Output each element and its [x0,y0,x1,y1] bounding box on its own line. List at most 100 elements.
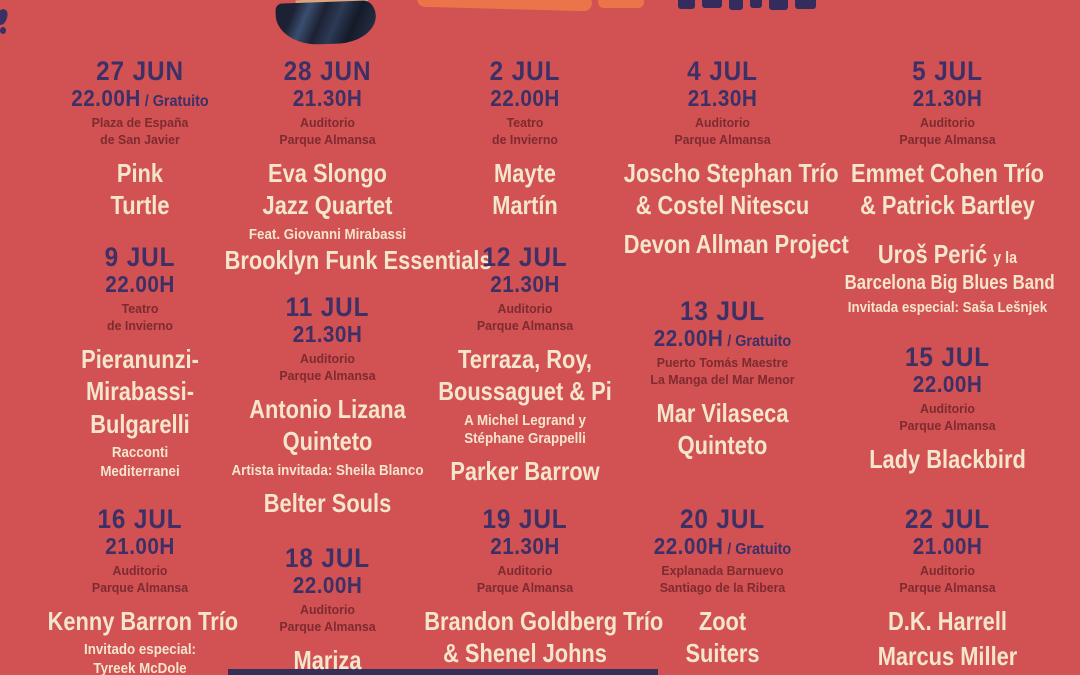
artist-name: & Costel Nitescu [635,190,810,221]
event-time: 22.00H [490,85,560,112]
artist-note: Artista invitada: Sheila Blanco [231,462,424,479]
venue-line: de San Javier [100,131,180,147]
artist-name: Joscho Stephan Trío [623,157,839,188]
lineup-column-1: 27 JUN 22.00H / Gratuito Plaza de España… [30,0,250,675]
artist-devon-allman-project: Devon Allman Project [605,228,849,261]
artist-name: Pieranunzi- [81,343,199,374]
event-time: 21.30H [292,321,363,348]
venue-line: Auditorio [300,115,355,131]
event-time-row: 21.30H [417,535,633,558]
venue-line: Auditorio [497,301,553,317]
lineup-column-5: 5 JUL 21.30H Auditorio Parque Almansa Em… [825,0,1070,675]
artist-uros-peric-big-blues-band: Uroš Perić y la Barcelona Big Blues Band… [825,238,1070,317]
artist-name: Bulgarelli [90,408,190,439]
artist-parker-barrow: Parker Barrow [405,455,645,488]
event-time: 21.30H [687,85,758,112]
artist-name: Brandon Goldberg Trío [424,605,664,636]
artist-name: Lady Blackbird [869,443,1026,474]
event-venue: Auditorio Parque Almansa [411,301,639,334]
event-time: 21.30H [292,85,363,112]
lineup-column-4: 4 JUL 21.30H Auditorio Parque Almansa Jo… [605,0,849,675]
artist-name-suffix: y la [993,248,1018,267]
venue-line: Explanada Barnuevo [661,563,784,579]
event-time: 22.00H [912,371,983,398]
event-venue: Auditorio Parque Almansa [831,401,1064,434]
venue-line: Parque Almansa [91,579,189,595]
venue-line: La Manga del Mar Menor [650,371,795,387]
event-venue: Auditorio Parque Almansa [211,351,444,384]
event-time-row: 22.00H / Gratuito [617,535,829,558]
venue-line: Auditorio [920,563,975,579]
artist-name: Belter Souls [263,488,392,518]
event-time-row: 22.00H / Gratuito [617,327,829,350]
event-4-jul: 4 JUL 21.30H Auditorio Parque Almansa Jo… [605,57,840,222]
venue-line: Parque Almansa [899,131,996,147]
event-time-row: 22.00H [837,373,1058,396]
event-13-jul: 13 JUL 22.00H / Gratuito Puerto Tomás Ma… [605,297,840,462]
artist-name: Turtle [110,190,170,221]
event-time-row: 22.00H [417,87,633,110]
event-date: 4 JUL [687,56,758,86]
event-12-jul: 12 JUL 21.30H Auditorio Parque Almansa T… [405,243,645,449]
event-venue: Plaza de España de San Javier [36,115,245,148]
artist-marcus-miller: Marcus Miller [825,640,1070,673]
event-venue: Auditorio Parque Almansa [211,602,444,635]
artist-note: Invitado especial: [84,642,196,659]
artist-name: Terraza, Roy, [458,343,592,374]
event-venue: Auditorio Parque Almansa [831,115,1064,148]
event-date: 18 JUL [284,543,371,573]
event-date: 16 JUL [97,504,183,534]
artist-note: Invitada especial: Saša Lešnjek [847,299,1048,316]
event-time: 21.30H [490,533,560,560]
event-20-jul: 20 JUL 22.00H / Gratuito Explanada Barnu… [605,505,840,670]
artist-name: Brooklyn Funk Essentials [224,245,492,275]
event-date: 20 JUL [679,504,766,534]
event-time: 21.30H [490,271,560,298]
event-venue: Explanada Barnuevo Santiago de la Ribera [611,563,834,596]
logo-letter-cutoff [729,0,743,10]
venue-line: Parque Almansa [279,367,376,383]
event-venue: Auditorio Parque Almansa [831,563,1064,596]
artist-name: & Shenel Johns [443,638,607,669]
artist-brooklyn-funk-essentials: Brooklyn Funk Essentials [205,244,492,277]
venue-line: Puerto Tomás Maestre [656,355,789,371]
artist-name: Zoot [698,605,747,636]
venue-line: Teatro [506,115,544,131]
event-date: 2 JUL [489,56,561,86]
event-time-row: 21.00H [41,535,239,558]
event-5-jul: 5 JUL 21.30H Auditorio Parque Almansa Em… [825,57,1070,222]
event-venue: Auditorio Parque Almansa [211,115,444,148]
lineup-column-2: 28 JUN 21.30H Auditorio Parque Almansa E… [205,0,492,675]
event-11-jul: 11 JUL 21.30H Auditorio Parque Almansa A… [205,293,450,480]
event-date: 13 JUL [679,296,766,326]
venue-line: Parque Almansa [279,618,376,634]
gratuito-label: / Gratuito [144,93,209,111]
event-venue: Teatro de Invierno [411,115,639,148]
event-date: 5 JUL [912,56,983,86]
venue-line: Parque Almansa [476,579,574,595]
event-16-jul: 16 JUL 21.00H Auditorio Parque Almansa K… [30,505,250,675]
venue-line: de Invierno [492,131,558,147]
event-27-jun: 27 JUN 22.00H / Gratuito Plaza de España… [30,57,250,222]
event-date: 11 JUL [285,292,370,322]
artist-name: Boussaguet & Pi [438,376,612,407]
event-22-jul: 22 JUL 21.00H Auditorio Parque Almansa D… [825,505,1070,637]
artist-name: Emmet Cohen Trío [851,157,1044,188]
logo-letter-cutoff [795,0,816,9]
event-time-row: 22.00H [41,273,239,296]
event-19-jul: 19 JUL 21.30H Auditorio Parque Almansa B… [405,504,664,670]
event-2-jul: 2 JUL 22.00H Teatro de Invierno Mayte Ma… [405,57,645,222]
gratuito-label: / Gratuito [727,333,792,351]
artist-name: Parker Barrow [450,456,600,486]
venue-line: Teatro [121,301,159,317]
event-time: 22.00H [653,325,724,352]
artist-note: A Michel Legrand y [464,412,586,429]
event-time-row: 21.30H [617,87,829,110]
event-date: 19 JUL [482,504,568,534]
artist-name: Mariza [293,644,362,675]
venue-line: Parque Almansa [899,579,996,595]
artist-belter-souls: Belter Souls [205,487,450,520]
event-time-row: 21.30H [417,273,633,296]
edge-artwork-cutoff [0,27,6,34]
